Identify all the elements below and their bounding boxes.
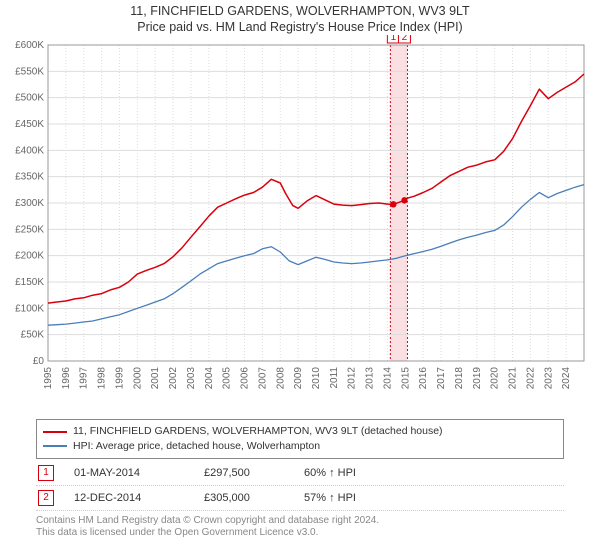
sale-row-1: 1 01-MAY-2014 £297,500 60% ↑ HPI: [36, 461, 564, 486]
legend-swatch-hpi: [43, 445, 67, 447]
sales-table: 1 01-MAY-2014 £297,500 60% ↑ HPI 2 12-DE…: [36, 461, 564, 511]
svg-text:1996: 1996: [61, 367, 72, 390]
svg-text:£450K: £450K: [15, 119, 44, 130]
svg-text:1: 1: [391, 35, 397, 43]
sale-price-1: £297,500: [204, 467, 284, 479]
svg-text:2: 2: [402, 35, 408, 43]
sale-hpi-2: 57% ↑ HPI: [304, 492, 394, 504]
sale-date-1: 01-MAY-2014: [74, 467, 184, 479]
svg-text:2021: 2021: [508, 367, 519, 390]
legend: 11, FINCHFIELD GARDENS, WOLVERHAMPTON, W…: [36, 419, 564, 458]
svg-text:£350K: £350K: [15, 172, 44, 183]
svg-text:1997: 1997: [79, 367, 90, 390]
svg-text:£200K: £200K: [15, 251, 44, 262]
title-line2: Price paid vs. HM Land Registry's House …: [0, 20, 600, 36]
sale-marker-2: 2: [38, 490, 54, 506]
chart-container: 11, FINCHFIELD GARDENS, WOLVERHAMPTON, W…: [0, 0, 600, 560]
svg-text:£300K: £300K: [15, 198, 44, 209]
svg-text:2012: 2012: [347, 367, 358, 390]
svg-text:2020: 2020: [490, 367, 501, 390]
sale-row-2: 2 12-DEC-2014 £305,000 57% ↑ HPI: [36, 486, 564, 511]
svg-text:£50K: £50K: [21, 330, 45, 341]
svg-text:1995: 1995: [43, 367, 54, 390]
svg-text:£0: £0: [33, 356, 45, 367]
svg-text:£100K: £100K: [15, 304, 44, 315]
svg-text:2016: 2016: [418, 367, 429, 390]
footnote-line2: This data is licensed under the Open Gov…: [36, 527, 564, 540]
svg-text:2011: 2011: [329, 367, 340, 389]
svg-text:1999: 1999: [114, 367, 125, 390]
svg-text:2015: 2015: [400, 367, 411, 390]
svg-text:2008: 2008: [275, 367, 286, 390]
footnote: Contains HM Land Registry data © Crown c…: [36, 515, 564, 540]
footnote-line1: Contains HM Land Registry data © Crown c…: [36, 515, 564, 528]
chart-title: 11, FINCHFIELD GARDENS, WOLVERHAMPTON, W…: [0, 0, 600, 35]
svg-text:£250K: £250K: [15, 225, 44, 236]
svg-text:£150K: £150K: [15, 277, 44, 288]
sale-hpi-1: 60% ↑ HPI: [304, 467, 394, 479]
svg-text:2002: 2002: [168, 367, 179, 390]
svg-text:2014: 2014: [382, 367, 393, 390]
svg-text:£500K: £500K: [15, 93, 44, 104]
legend-label-hpi: HPI: Average price, detached house, Wolv…: [73, 439, 320, 454]
svg-text:2000: 2000: [132, 367, 143, 390]
legend-swatch-property: [43, 431, 67, 433]
sale-date-2: 12-DEC-2014: [74, 492, 184, 504]
legend-row-property: 11, FINCHFIELD GARDENS, WOLVERHAMPTON, W…: [43, 424, 557, 439]
svg-text:2005: 2005: [222, 367, 233, 390]
svg-text:2004: 2004: [204, 367, 215, 390]
svg-text:2018: 2018: [454, 367, 465, 390]
svg-text:2024: 2024: [561, 367, 572, 390]
svg-text:2013: 2013: [365, 367, 376, 390]
svg-text:2001: 2001: [150, 367, 161, 390]
svg-text:2010: 2010: [311, 367, 322, 390]
svg-text:2023: 2023: [543, 367, 554, 390]
svg-text:1998: 1998: [97, 367, 108, 390]
svg-text:2006: 2006: [240, 367, 251, 390]
svg-text:£550K: £550K: [15, 67, 44, 78]
svg-text:2003: 2003: [186, 367, 197, 390]
svg-text:2007: 2007: [257, 367, 268, 390]
line-chart: £0 £50K £100K £150K £200K £250K £300K £350K £400…: [0, 35, 600, 415]
svg-text:£400K: £400K: [15, 146, 44, 157]
legend-label-property: 11, FINCHFIELD GARDENS, WOLVERHAMPTON, W…: [73, 424, 443, 439]
sale-price-2: £305,000: [204, 492, 284, 504]
sale-marker-1: 1: [38, 465, 54, 481]
title-line1: 11, FINCHFIELD GARDENS, WOLVERHAMPTON, W…: [0, 4, 600, 20]
svg-text:2009: 2009: [293, 367, 304, 390]
svg-text:£600K: £600K: [15, 40, 44, 51]
svg-text:2022: 2022: [525, 367, 536, 390]
legend-row-hpi: HPI: Average price, detached house, Wolv…: [43, 439, 557, 454]
svg-text:2019: 2019: [472, 367, 483, 390]
svg-text:2017: 2017: [436, 367, 447, 390]
